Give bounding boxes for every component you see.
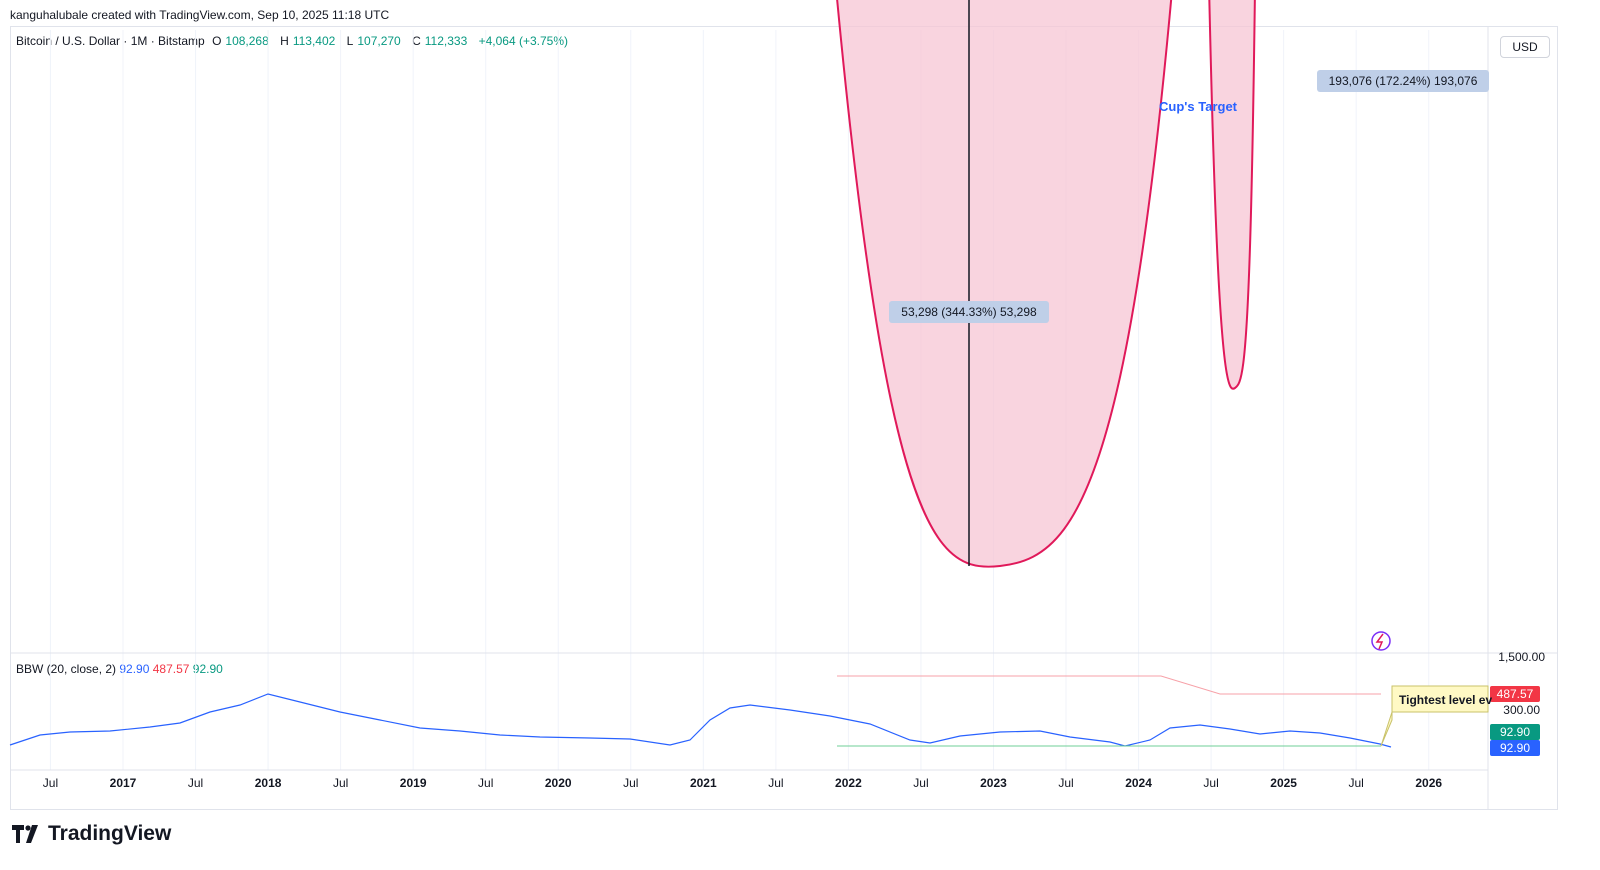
low-label: L bbox=[346, 34, 354, 48]
annotations: 53,298 (344.33%) 53,298 193,076 (172.24%)… bbox=[889, 0, 1489, 651]
time-tick-label: 2021 bbox=[690, 776, 717, 790]
bbw-upper-badge-bg bbox=[1490, 686, 1540, 702]
cup-and-handle-pattern bbox=[836, 0, 1256, 568]
bbw-callout-box bbox=[1380, 685, 1489, 747]
indicator-value-2: 487.57 bbox=[152, 662, 190, 676]
time-tick-label: 2026 bbox=[1415, 776, 1442, 790]
sparkle-icon-ring bbox=[1371, 631, 1391, 651]
bbw-tick-label: 1,500.00 bbox=[1498, 650, 1545, 664]
cup-outline bbox=[836, 0, 1173, 568]
legend-high: H 113,402 bbox=[280, 34, 339, 48]
brand-name: TradingView bbox=[48, 822, 172, 845]
grid-lines bbox=[10, 27, 1557, 810]
bbw-upper-badge-text: 487.57 bbox=[1497, 687, 1534, 701]
currency-button[interactable]: USD bbox=[1500, 36, 1550, 58]
time-tick-label: 2025 bbox=[1270, 776, 1297, 790]
cup-fill bbox=[837, 0, 1172, 567]
time-axis: Jul 2017 Jul 2018 Jul 2019 Jul 2020 Jul 2021 Jul 20… bbox=[43, 776, 1443, 790]
time-tick-label: 2019 bbox=[400, 776, 427, 790]
bbw-callout: Tightest level ev bbox=[1380, 685, 1492, 747]
open-value: 108,268 bbox=[225, 34, 269, 48]
sparkle-icon-bolt bbox=[1375, 633, 1384, 650]
time-tick-label: Jul bbox=[333, 776, 348, 790]
bbw-lower-badge-text: 92.90 bbox=[1500, 725, 1530, 739]
legend-change: +4,064 (+3.75%) bbox=[478, 34, 568, 48]
time-tick-label: 2022 bbox=[835, 776, 862, 790]
bbw-current-badge-bg bbox=[1490, 740, 1540, 756]
tradingview-logo-icon bbox=[12, 825, 38, 843]
indicator-legend: BBW (20, close, 2) 92.90 487.57 92.90 bbox=[16, 662, 223, 676]
cups-target-label: Cup's Target bbox=[1159, 99, 1238, 114]
high-value: 113,402 bbox=[292, 34, 336, 48]
time-tick-label: Jul bbox=[623, 776, 638, 790]
target-move-label-bg bbox=[1317, 70, 1489, 92]
bbw-lower-badge-bg bbox=[1490, 724, 1540, 740]
time-tick-label: Jul bbox=[1349, 776, 1364, 790]
time-tick-label: Jul bbox=[188, 776, 203, 790]
time-tick-label: Jul bbox=[478, 776, 493, 790]
legend-close: C 112,333 bbox=[412, 34, 471, 48]
cup-depth-label-text: 53,298 (344.33%) 53,298 bbox=[901, 305, 1037, 319]
close-value: 112,333 bbox=[424, 34, 468, 48]
legend-open: O 108,268 bbox=[212, 34, 273, 48]
bbw-tick-label: 300.00 bbox=[1503, 703, 1540, 717]
handle-outline bbox=[1208, 0, 1256, 390]
legend-low: L 107,270 bbox=[347, 34, 405, 48]
tradingview-logo[interactable]: TradingView bbox=[12, 822, 171, 846]
cup-depth-label: 53,298 (344.33%) 53,298 bbox=[889, 301, 1049, 323]
high-label: H bbox=[280, 34, 289, 48]
target-move-label-text: 193,076 (172.24%) 193,076 bbox=[1329, 74, 1478, 88]
close-label: C bbox=[412, 34, 421, 48]
time-tick-label: Jul bbox=[913, 776, 928, 790]
time-tick-label: 2017 bbox=[110, 776, 137, 790]
time-tick-label: 2023 bbox=[980, 776, 1007, 790]
time-tick-label: Jul bbox=[43, 776, 58, 790]
indicator-value-1: 92.90 bbox=[119, 662, 150, 676]
indicator-value-3: 92.90 bbox=[192, 662, 223, 676]
sparkle-icon bbox=[1371, 631, 1391, 651]
cup-depth-label-bg bbox=[889, 301, 1049, 323]
time-tick-label: Jul bbox=[1203, 776, 1218, 790]
time-tick-label: 2024 bbox=[1125, 776, 1152, 790]
time-tick-label: 2018 bbox=[255, 776, 282, 790]
bbw-current-badge-text: 92.90 bbox=[1500, 741, 1530, 755]
handle-fill bbox=[1209, 0, 1255, 389]
bbw-lower-badge: 92.90 bbox=[1490, 724, 1540, 740]
bbw-highest-line bbox=[837, 675, 1381, 695]
time-tick-label: Jul bbox=[768, 776, 783, 790]
indicator-name: BBW (20, close, 2) bbox=[16, 662, 117, 676]
bbw-current-badge: 92.90 bbox=[1490, 740, 1540, 756]
symbol-name: Bitcoin / U.S. Dollar · 1M · Bitstamp bbox=[16, 34, 205, 48]
cup-depth-arrow bbox=[968, 0, 970, 566]
bbw-line bbox=[9, 693, 1392, 748]
low-value: 107,270 bbox=[357, 34, 401, 48]
chart-panel[interactable] bbox=[10, 26, 1558, 810]
bbw-upper-badge: 487.57 bbox=[1490, 686, 1540, 702]
open-label: O bbox=[212, 34, 222, 48]
time-tick-label: Jul bbox=[1058, 776, 1073, 790]
attribution-text: kanguhalubale created with TradingView.c… bbox=[10, 8, 390, 22]
time-tick-label: 2020 bbox=[545, 776, 572, 790]
bbw-callout-text: Tightest level ev bbox=[1399, 693, 1492, 707]
target-move-label: 193,076 (172.24%) 193,076 bbox=[1317, 70, 1489, 92]
